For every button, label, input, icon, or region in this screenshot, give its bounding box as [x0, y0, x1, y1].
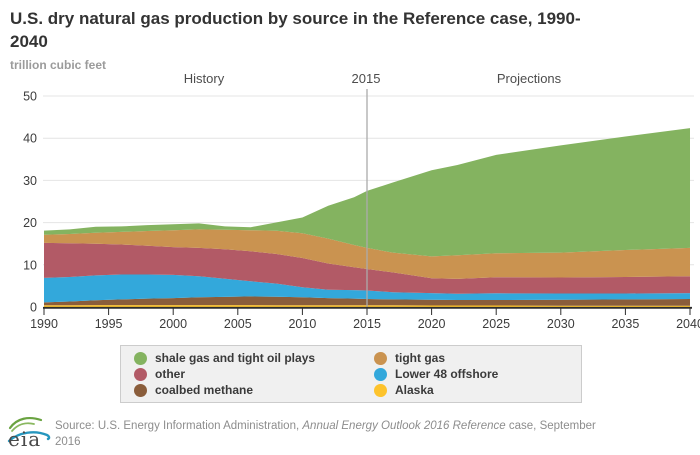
legend-item-tight-gas: tight gas	[374, 351, 581, 366]
legend-item-shale: shale gas and tight oil plays	[134, 351, 374, 366]
legend-label: Alaska	[395, 383, 434, 397]
y-tick-label: 20	[23, 216, 37, 230]
x-tick-label: 2005	[224, 317, 252, 331]
legend-item-alaska: Alaska	[374, 383, 581, 398]
x-tick-label: 2025	[482, 317, 510, 331]
legend-label: shale gas and tight oil plays	[155, 351, 316, 365]
shale-swatch-icon	[134, 351, 147, 365]
legend-item-offshore: Lower 48 offshore	[374, 367, 581, 382]
legend-label: other	[155, 367, 185, 381]
y-tick-label: 0	[30, 301, 37, 315]
source-line-1: Source: U.S. Energy Information Administ…	[55, 420, 596, 432]
legend-item-other: other	[134, 367, 374, 382]
legend-label: tight gas	[395, 351, 445, 365]
eia-logo-text: eia	[8, 427, 42, 451]
x-tick-label: 2030	[547, 317, 575, 331]
y-tick-label: 40	[23, 132, 37, 146]
coalbed-swatch-icon	[134, 383, 147, 397]
y-tick-label: 30	[23, 174, 37, 188]
legend-label: Lower 48 offshore	[395, 367, 499, 381]
page-title: U.S. dry natural gas production by sourc…	[10, 9, 581, 51]
tight-gas-swatch-icon	[374, 351, 387, 365]
divider-year-annotation: 2015	[351, 71, 381, 86]
eia-logo-swoosh-icon	[7, 417, 51, 443]
y-axis-units-label: trillion cubic feet	[10, 58, 107, 72]
x-tick-label: 1990	[30, 317, 58, 331]
x-tick-label: 2040	[676, 317, 700, 331]
eia-logo: eia	[7, 414, 53, 452]
history-annotation: History	[183, 71, 225, 86]
area-lower-48-offshore	[44, 274, 690, 303]
alaska-swatch-icon	[374, 383, 387, 397]
area-other	[44, 242, 690, 294]
projections-annotation: Projections	[496, 71, 562, 86]
x-tick-label: 1995	[95, 317, 123, 331]
x-tick-label: 2015	[353, 317, 381, 331]
chart-legend: shale gas and tight oil plays tight gas …	[120, 345, 582, 403]
other-swatch-icon	[134, 367, 147, 381]
offshore-swatch-icon	[374, 367, 387, 381]
x-tick-label: 2010	[288, 317, 316, 331]
y-tick-label: 10	[23, 258, 37, 272]
x-tick-label: 2035	[611, 317, 639, 331]
source-line-2: 2016	[55, 436, 81, 448]
x-tick-label: 2020	[418, 317, 446, 331]
legend-item-coalbed: coalbed methane	[134, 383, 374, 398]
y-tick-label: 50	[23, 90, 37, 104]
x-tick-label: 2000	[159, 317, 187, 331]
legend-label: coalbed methane	[155, 383, 254, 397]
source-attribution: Source: U.S. Energy Information Administ…	[55, 418, 675, 450]
